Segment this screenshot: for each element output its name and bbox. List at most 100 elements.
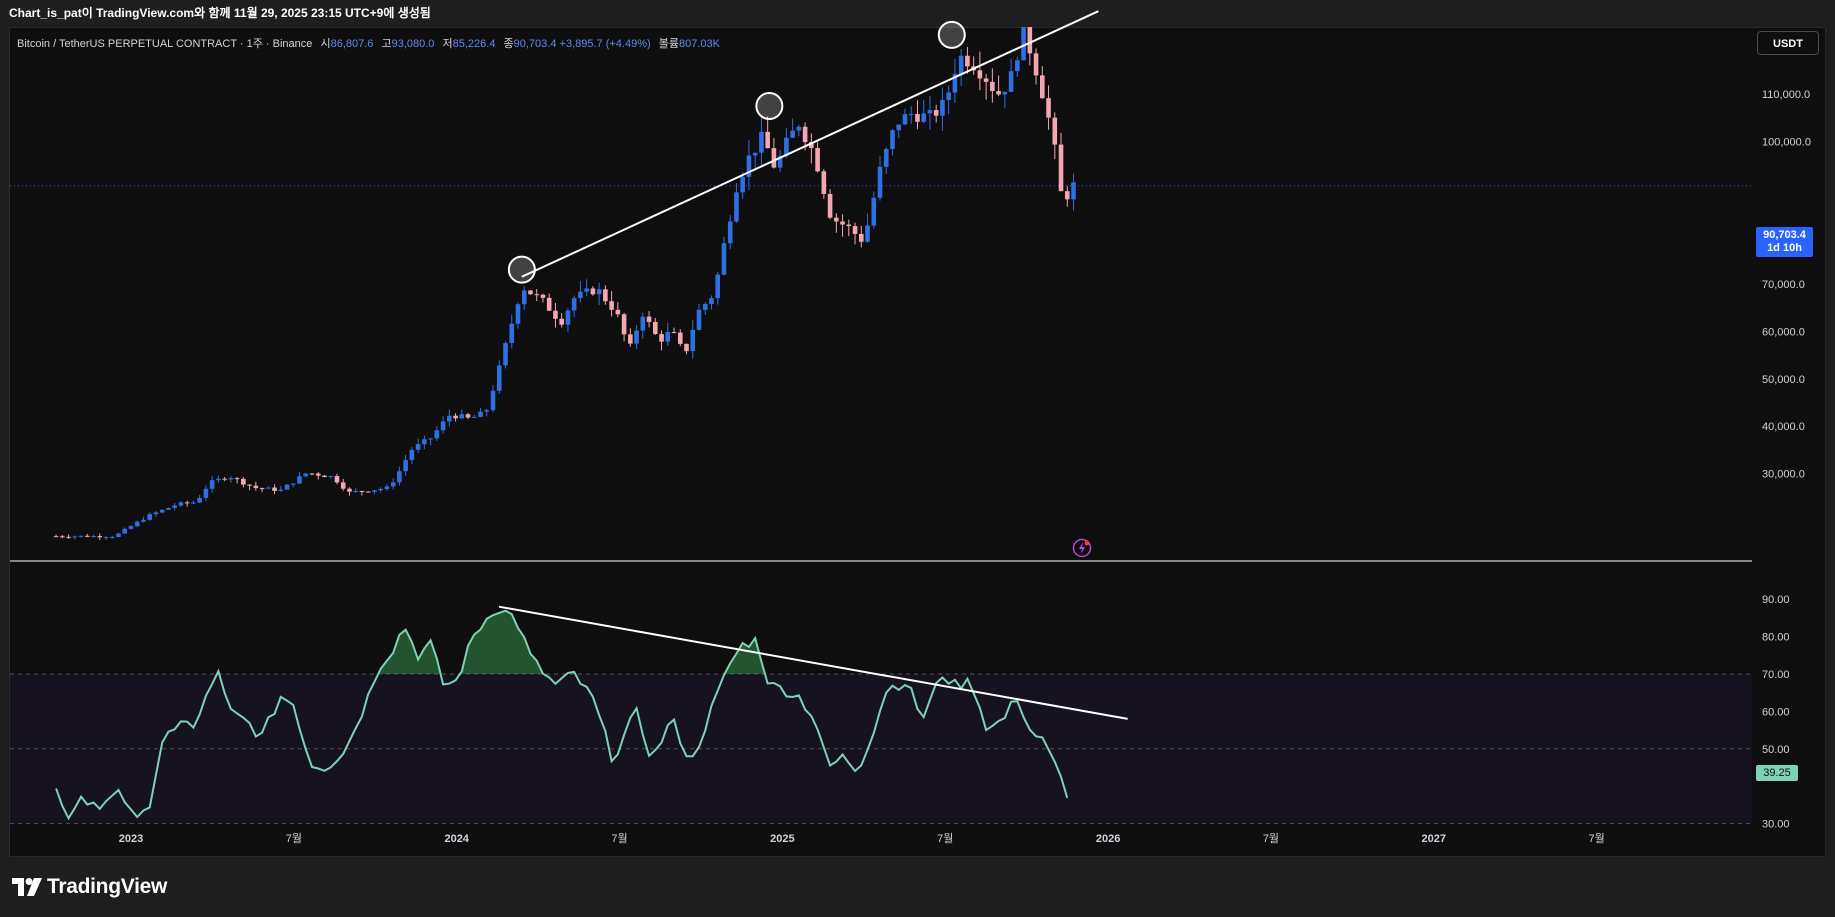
candle-body: [384, 486, 390, 489]
lightning-alert-icon[interactable]: [1072, 538, 1092, 558]
candle-body: [490, 390, 496, 411]
price-axis-label: 60,000.0: [1762, 326, 1805, 338]
candle-body: [871, 197, 877, 226]
candle-body: [515, 304, 521, 324]
candle-body: [821, 171, 827, 194]
candle-body: [1071, 182, 1076, 200]
candle-body: [1008, 71, 1014, 92]
candle-body: [509, 323, 515, 344]
candle-body: [247, 484, 252, 486]
price-axis-label: 100,000.0: [1762, 137, 1811, 149]
candle-body: [777, 155, 783, 168]
price-axis-label: 40,000.0: [1762, 421, 1805, 433]
candle-body: [877, 166, 883, 198]
candle-body: [290, 483, 296, 485]
candle-body: [696, 309, 702, 330]
symbol-name[interactable]: Bitcoin / TetherUS PERPETUAL CONTRACT · …: [17, 38, 313, 50]
close-value: 90,703.4: [513, 38, 557, 50]
candle-body: [1040, 75, 1045, 99]
candle-body: [1027, 27, 1033, 54]
time-axis-label: 7월: [611, 832, 627, 845]
rsi-value-badge: 39.25: [1756, 765, 1798, 781]
candle-body: [60, 536, 65, 538]
time-axis-label: 2027: [1422, 833, 1446, 845]
attribution-text: Chart_is_pat이 TradingView.com와 함께 11월 29…: [9, 6, 431, 20]
candle-body: [671, 331, 677, 333]
candle-body: [796, 126, 802, 131]
candle-body: [571, 298, 577, 311]
candle-body: [334, 476, 340, 483]
candle-body: [665, 331, 671, 342]
candle-body: [503, 343, 508, 366]
candle-body: [365, 491, 371, 493]
open-label: 시: [320, 38, 331, 50]
candle-body: [97, 536, 103, 538]
candle-body: [646, 316, 652, 322]
candle-body: [322, 475, 327, 478]
candle-body: [471, 416, 477, 418]
price-axis-label: 30,000.0: [1762, 469, 1805, 481]
candle-body: [53, 536, 59, 538]
candle-body: [228, 478, 234, 480]
candle-body: [927, 110, 933, 114]
candle-body: [397, 471, 402, 483]
candle-body: [996, 91, 1001, 95]
candle-body: [216, 478, 221, 481]
candle-body: [965, 55, 970, 67]
peak-highlight-circle: [507, 255, 536, 284]
candle-body: [197, 497, 202, 503]
candle-body: [309, 473, 315, 475]
time-axis-label: 2026: [1096, 833, 1120, 845]
tradingview-logo: TradingView: [12, 875, 167, 898]
candle-body: [222, 478, 227, 480]
candle-body: [734, 192, 739, 222]
candle-body: [740, 176, 745, 193]
candle-body: [684, 343, 689, 352]
footer: [0, 857, 1835, 917]
candle-body: [553, 310, 558, 319]
candle-body: [484, 410, 490, 412]
candle-body: [915, 114, 920, 122]
candle-body: [241, 478, 246, 485]
candle-body: [372, 490, 377, 492]
candle-body: [990, 81, 995, 92]
currency-button[interactable]: USDT: [1757, 31, 1819, 55]
high-label: 고: [381, 38, 392, 50]
price-resistance-trendline: [521, 10, 1099, 278]
candle-body: [403, 460, 408, 472]
candle-body: [78, 535, 84, 537]
rsi-line: [55, 609, 1069, 821]
candle-body: [765, 131, 770, 149]
price-axis-label: 50,000.0: [1762, 374, 1805, 386]
rsi-divergence-trendline: [498, 605, 1128, 720]
peak-highlight-circle: [937, 20, 966, 49]
time-axis-label: 7월: [937, 832, 953, 845]
candle-body: [540, 294, 546, 298]
candle-body: [534, 294, 540, 296]
candle-body: [865, 225, 870, 242]
candle-body: [172, 505, 177, 508]
candle-body: [91, 536, 96, 538]
candle-body: [415, 444, 421, 450]
candle-body: [166, 507, 171, 510]
last-price-value: 90,703.4: [1763, 229, 1806, 241]
candle-body: [958, 55, 964, 74]
candle-body: [815, 147, 820, 172]
candle-body: [590, 288, 596, 295]
peak-highlight-circle: [755, 92, 784, 121]
candle-body: [134, 521, 140, 527]
attribution-header: Chart_is_pat이 TradingView.com와 함께 11월 29…: [0, 0, 1835, 27]
candle-body: [709, 298, 714, 304]
candle-body: [209, 480, 215, 489]
candle-body: [116, 533, 121, 537]
price-axis-label: 70,000.0: [1762, 279, 1805, 291]
candle-body: [191, 502, 196, 504]
candle-body: [727, 221, 733, 244]
candle-body: [84, 535, 90, 537]
candles-group: [53, 27, 1076, 540]
time-axis-label: 2023: [119, 833, 143, 845]
candle-body: [640, 316, 646, 331]
candle-body: [178, 502, 184, 506]
candle-body: [1058, 144, 1064, 192]
